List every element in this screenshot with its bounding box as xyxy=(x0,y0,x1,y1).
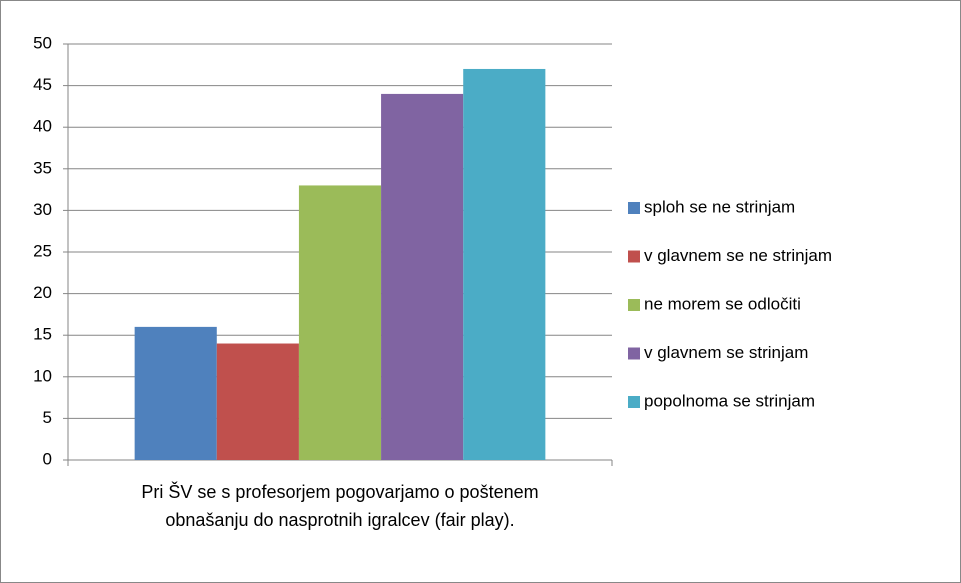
y-tick-label: 15 xyxy=(33,325,52,344)
legend-swatch xyxy=(628,202,640,214)
y-tick-label: 5 xyxy=(43,408,52,427)
bar xyxy=(381,93,464,461)
y-tick-label: 0 xyxy=(43,449,52,468)
legend-swatch xyxy=(628,396,640,408)
y-tick-label: 10 xyxy=(33,366,52,385)
y-tick-label: 35 xyxy=(33,158,52,177)
legend-label: sploh se ne strinjam xyxy=(644,197,795,216)
legend-swatch xyxy=(628,250,640,263)
y-tick-label: 30 xyxy=(33,200,52,219)
legend-label: popolnoma se strinjam xyxy=(644,391,815,410)
legend-label: ne morem se odločiti xyxy=(644,294,801,313)
legend-swatch xyxy=(628,347,640,360)
bar xyxy=(298,185,382,460)
y-tick-label: 45 xyxy=(33,75,52,94)
legend-swatch xyxy=(628,299,640,311)
y-tick-label: 20 xyxy=(33,283,52,302)
y-tick-label: 50 xyxy=(33,33,52,52)
legend-label: v glavnem se strinjam xyxy=(644,343,808,362)
legend-label: v glavnem se ne strinjam xyxy=(644,246,832,265)
bar xyxy=(463,68,546,461)
bar xyxy=(134,326,217,460)
x-tick-label: Pri ŠV se s profesorjem pogovarjamo o po… xyxy=(141,482,539,530)
y-tick-label: 40 xyxy=(33,117,52,136)
y-tick-label: 25 xyxy=(33,241,52,260)
bar xyxy=(216,343,299,460)
